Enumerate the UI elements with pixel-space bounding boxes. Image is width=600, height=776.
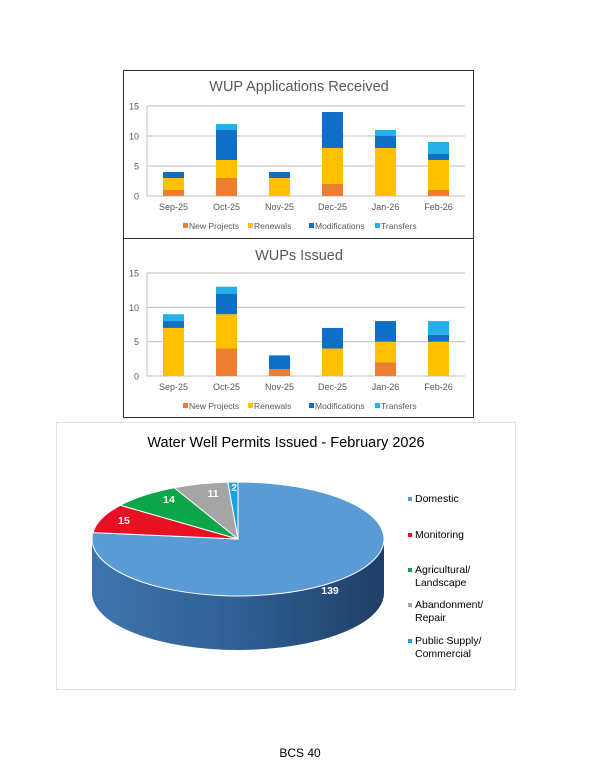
pie-data-label: 14 — [163, 494, 175, 506]
bar-segment — [163, 314, 184, 322]
chart-title: WUP Applications Received — [209, 79, 388, 95]
legend-label: Transfers — [381, 401, 417, 411]
bar-segment — [216, 178, 237, 196]
legend-marker — [375, 223, 380, 228]
bar-segment — [375, 148, 396, 196]
pie-data-label: 15 — [118, 515, 130, 527]
legend-marker — [309, 223, 314, 228]
y-tick-label: 5 — [134, 337, 139, 347]
bar-segment — [163, 172, 184, 178]
bar-segment — [375, 321, 396, 342]
y-tick-label: 0 — [134, 372, 139, 382]
bar-segment — [322, 112, 343, 148]
x-tick-label: Sep-25 — [159, 202, 188, 212]
x-tick-label: Oct-25 — [213, 382, 240, 392]
x-tick-label: Nov-25 — [265, 382, 294, 392]
pie-data-label: 2 — [231, 482, 237, 494]
bar-segment — [269, 178, 290, 196]
bar-segment — [322, 348, 343, 376]
bar-segment — [375, 341, 396, 363]
legend-marker — [408, 603, 412, 607]
chart-divider — [123, 238, 474, 239]
bar-segment — [216, 124, 237, 130]
legend-label: New Projects — [189, 401, 239, 411]
bar-segment — [428, 334, 449, 342]
bar-chart-1: WUP Applications Received 0 5 10 15 Sep-25 Oct… — [129, 79, 465, 231]
bar-segment — [269, 355, 290, 370]
x-tick-label: Nov-25 — [265, 202, 294, 212]
bar-segment — [375, 362, 396, 376]
x-tick-label: Oct-25 — [213, 202, 240, 212]
bar-segment — [428, 341, 449, 376]
x-tick-label: Jan-26 — [372, 202, 400, 212]
legend-marker — [408, 497, 412, 501]
pie-data-label: 139 — [321, 585, 339, 597]
bar-segment — [216, 314, 237, 349]
legend-marker — [183, 223, 188, 228]
bar-chart-2: WUPs Issued 0 5 10 15 Sep-25 Oct-25 Nov-25 Dec-2… — [129, 248, 465, 411]
chart-title: Water Well Permits Issued - February 202… — [147, 435, 424, 451]
legend-label: Monitoring — [415, 529, 464, 541]
legend-marker — [408, 639, 412, 643]
y-tick-label: 15 — [129, 102, 139, 112]
legend-label: Modifications — [315, 221, 365, 231]
legend-marker — [309, 403, 314, 408]
bar-segment — [216, 348, 237, 376]
legend-marker — [408, 568, 412, 572]
legend-marker — [375, 403, 380, 408]
x-tick-label: Dec-25 — [318, 382, 347, 392]
x-tick-label: Dec-25 — [318, 202, 347, 212]
bar-segment — [269, 369, 290, 376]
pie-chart: Water Well Permits Issued - February 202… — [91, 435, 483, 660]
bar-segment — [322, 184, 343, 196]
bar-segment — [163, 178, 184, 190]
y-tick-label: 0 — [134, 192, 139, 202]
legend-label: Agricultural/Landscape — [415, 564, 471, 589]
y-tick-label: 15 — [129, 269, 139, 279]
bar-segment — [216, 130, 237, 160]
pie-side-wall — [92, 539, 384, 650]
page-footer: BCS 40 — [279, 746, 321, 760]
bar-segment — [216, 293, 237, 315]
chart-title: WUPs Issued — [255, 248, 343, 264]
legend-label: Modifications — [315, 401, 365, 411]
bar-segment — [428, 154, 449, 160]
bar-segment — [428, 160, 449, 190]
y-tick-label: 10 — [129, 132, 139, 142]
bar-segment — [428, 190, 449, 196]
legend-marker — [408, 533, 412, 537]
legend-label: Public Supply/Commercial — [415, 635, 482, 660]
y-tick-label: 10 — [129, 303, 139, 313]
legend-marker — [248, 403, 253, 408]
x-tick-label: Feb-26 — [424, 382, 453, 392]
legend-marker — [248, 223, 253, 228]
bar-segment — [216, 286, 237, 294]
bar-segment — [269, 172, 290, 178]
x-tick-label: Sep-25 — [159, 382, 188, 392]
legend-label: Transfers — [381, 221, 417, 231]
bar-segment — [216, 160, 237, 178]
legend-label: Domestic — [415, 493, 459, 505]
legend-marker — [183, 403, 188, 408]
bar-segment — [428, 321, 449, 335]
pie-slice — [227, 481, 239, 540]
bar-segment — [163, 190, 184, 196]
y-tick-label: 5 — [134, 162, 139, 172]
pie-data-label: 11 — [207, 488, 218, 500]
bar-segment — [428, 142, 449, 154]
x-tick-label: Jan-26 — [372, 382, 400, 392]
bar-segment — [375, 136, 396, 148]
legend-label: Abandonment/Repair — [415, 599, 483, 624]
legend-label: Renewals — [254, 401, 291, 411]
bar-segment — [375, 130, 396, 136]
legend-label: New Projects — [189, 221, 239, 231]
bar-segment — [322, 148, 343, 184]
bar-segment — [163, 321, 184, 328]
bar-segment — [322, 327, 343, 349]
legend-label: Renewals — [254, 221, 291, 231]
x-tick-label: Feb-26 — [424, 202, 453, 212]
bar-segment — [163, 327, 184, 376]
